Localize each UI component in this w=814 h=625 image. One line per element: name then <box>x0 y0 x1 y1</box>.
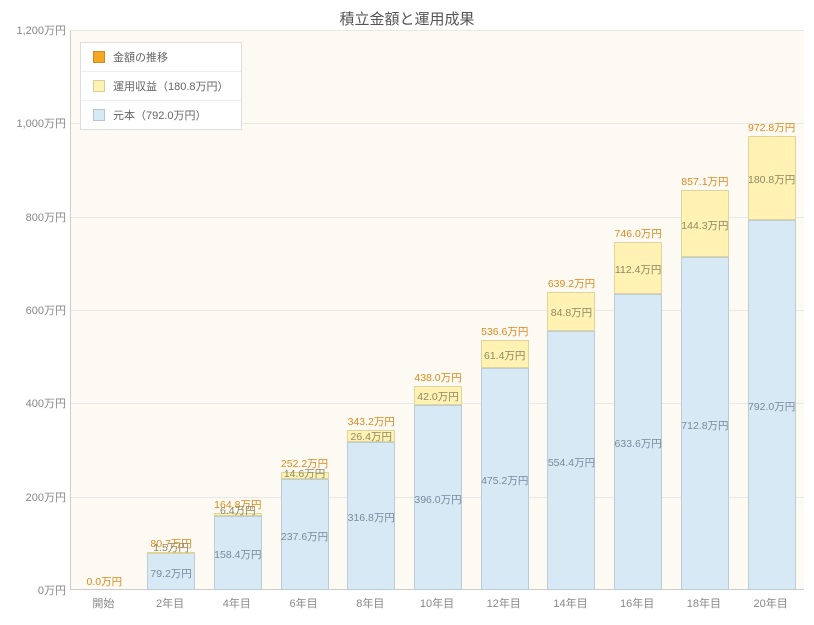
label-total: 857.1万円 <box>681 174 728 189</box>
y-tick-label: 1,200万円 <box>16 22 66 38</box>
label-returns: 61.4万円 <box>484 348 525 363</box>
label-returns: 112.4万円 <box>615 262 662 277</box>
chart-container: 積立金額と運用成果 0.0万円80.7万円1.5万円79.2万円164.8万円6… <box>0 0 814 625</box>
label-total: 438.0万円 <box>414 370 461 385</box>
label-returns: 14.6万円 <box>284 466 325 481</box>
label-total: 536.6万円 <box>481 324 528 339</box>
label-total: 972.8万円 <box>748 120 795 135</box>
label-returns: 26.4万円 <box>351 429 392 444</box>
chart-title: 積立金額と運用成果 <box>0 0 814 29</box>
label-returns: 6.4万円 <box>220 503 256 518</box>
legend-swatch <box>93 51 105 63</box>
label-principal: 79.2万円 <box>150 566 191 581</box>
legend: 金額の推移運用収益（180.8万円） 元本（792.0万円） <box>80 42 242 130</box>
x-tick-label: 2年目 <box>156 595 184 611</box>
x-tick-label: 4年目 <box>223 595 251 611</box>
label-total: 746.0万円 <box>615 226 662 241</box>
legend-label: 元本（792.0万円） <box>113 107 207 123</box>
legend-swatch <box>93 109 105 121</box>
label-principal: 158.4万円 <box>214 547 261 562</box>
label-principal: 316.8万円 <box>348 510 395 525</box>
y-tick-label: 200万円 <box>26 489 66 505</box>
x-tick-label: 開始 <box>92 595 114 611</box>
legend-item: 運用収益（180.8万円） <box>81 72 241 101</box>
x-tick-label: 8年目 <box>356 595 384 611</box>
label-principal: 554.4万円 <box>548 455 595 470</box>
label-total: 0.0万円 <box>87 574 123 589</box>
grid-line <box>71 30 804 31</box>
label-total: 343.2万円 <box>348 414 395 429</box>
y-tick-label: 0万円 <box>38 582 66 598</box>
label-returns: 1.5万円 <box>153 540 189 555</box>
y-tick-label: 600万円 <box>26 302 66 318</box>
x-tick-label: 6年目 <box>289 595 317 611</box>
y-tick-label: 1,000万円 <box>16 115 66 131</box>
label-principal: 633.6万円 <box>615 436 662 451</box>
y-tick-label: 800万円 <box>26 209 66 225</box>
label-total: 639.2万円 <box>548 276 595 291</box>
label-principal: 396.0万円 <box>414 492 461 507</box>
label-principal: 237.6万円 <box>281 529 328 544</box>
x-tick-label: 12年目 <box>487 595 521 611</box>
x-tick-label: 10年目 <box>420 595 454 611</box>
label-returns: 42.0万円 <box>417 389 458 404</box>
x-tick-label: 20年目 <box>754 595 788 611</box>
label-principal: 475.2万円 <box>481 473 528 488</box>
y-tick-label: 400万円 <box>26 395 66 411</box>
legend-item: 元本（792.0万円） <box>81 101 241 129</box>
legend-item: 金額の推移 <box>81 43 241 72</box>
label-returns: 180.8万円 <box>748 172 795 187</box>
legend-label: 金額の推移 <box>113 49 168 65</box>
legend-label: 運用収益（180.8万円） <box>113 78 229 94</box>
label-returns: 84.8万円 <box>551 305 592 320</box>
label-returns: 144.3万円 <box>681 218 728 233</box>
x-tick-label: 16年目 <box>620 595 654 611</box>
legend-swatch <box>93 80 105 92</box>
label-principal: 792.0万円 <box>748 399 795 414</box>
label-principal: 712.8万円 <box>681 418 728 433</box>
x-tick-label: 14年目 <box>553 595 587 611</box>
x-tick-label: 18年目 <box>687 595 721 611</box>
